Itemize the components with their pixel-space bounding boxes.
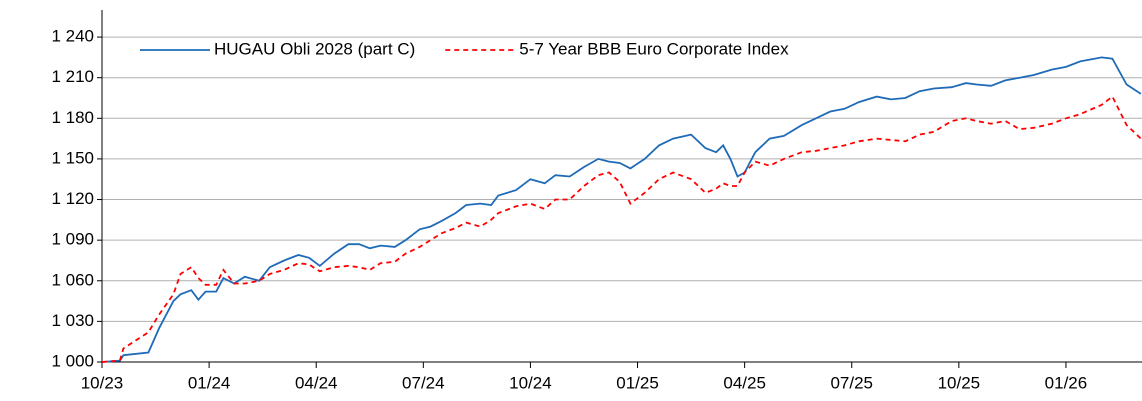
series-line	[101, 95, 1142, 363]
x-tick-label: 04/25	[723, 373, 766, 392]
series-line	[101, 56, 1142, 363]
y-tick-label: 1 090	[51, 230, 94, 249]
y-tick-label: 1 030	[51, 311, 94, 330]
x-tick-label: 07/25	[830, 373, 873, 392]
y-tick-label: 1 180	[51, 108, 94, 127]
x-tick-label: 04/24	[295, 373, 338, 392]
x-tick-label: 07/24	[402, 373, 445, 392]
x-tick-label: 01/25	[616, 373, 659, 392]
legend-label: HUGAU Obli 2028 (part C)	[214, 39, 415, 58]
y-tick-label: 1 060	[51, 270, 94, 289]
y-tick-label: 1 000	[51, 351, 94, 370]
y-tick-label: 1 240	[51, 27, 94, 46]
y-tick-label: 1 210	[51, 67, 94, 86]
x-tick-label: 01/26	[1045, 373, 1088, 392]
x-tick-label: 10/25	[938, 373, 981, 392]
legend-label: 5-7 Year BBB Euro Corporate Index	[519, 39, 789, 58]
x-tick-label: 10/23	[81, 373, 124, 392]
x-tick-label: 10/24	[509, 373, 552, 392]
y-tick-label: 1 150	[51, 148, 94, 167]
y-tick-label: 1 120	[51, 189, 94, 208]
x-tick-label: 01/24	[188, 373, 231, 392]
